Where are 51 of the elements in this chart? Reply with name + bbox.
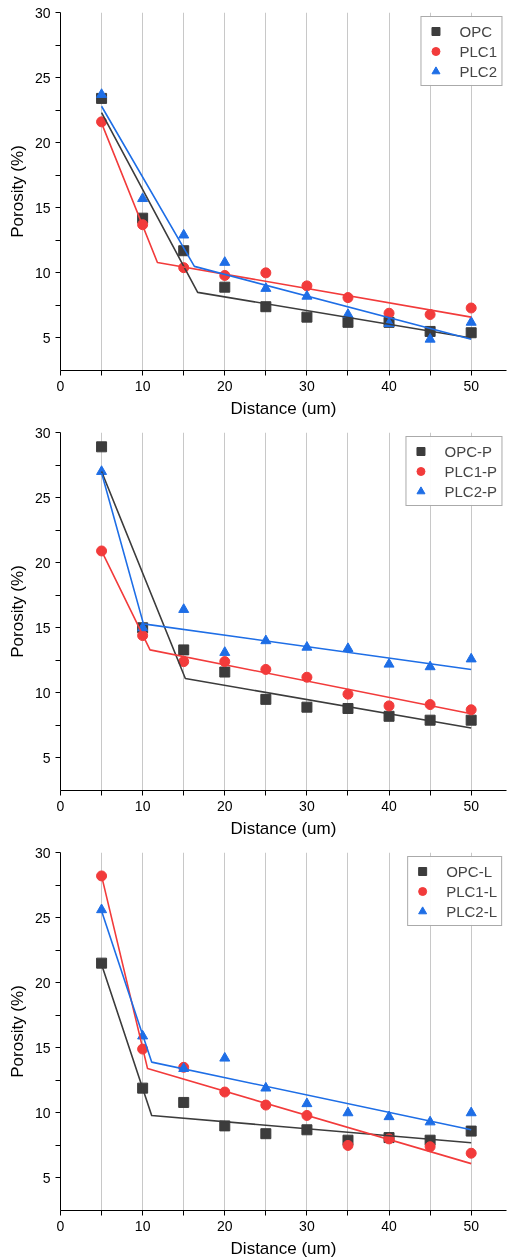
y-tick-label: 15 — [34, 199, 51, 216]
y-tick-label: 25 — [34, 69, 51, 86]
legend-label: PLC2 — [459, 62, 497, 80]
x-tick-label: 0 — [56, 377, 65, 394]
y-tick-label: 20 — [34, 974, 51, 991]
y-tick-label: 25 — [34, 489, 51, 506]
y-tick-label: 5 — [42, 329, 51, 346]
x-tick-label: 0 — [56, 797, 65, 814]
y-tick-label: 20 — [34, 134, 51, 151]
y-tick-label: 20 — [34, 554, 51, 571]
x-tick-label: 20 — [216, 377, 233, 394]
x-tick-label: 40 — [381, 377, 398, 394]
x-tick-label: 30 — [299, 797, 315, 814]
y-tick-label: 30 — [34, 424, 51, 441]
x-tick-label: 50 — [463, 1217, 480, 1234]
y-axis-title: Porosity (%) — [7, 565, 27, 658]
x-tick-label: 30 — [299, 377, 315, 394]
x-tick-label: 0 — [56, 1217, 65, 1234]
y-tick-label: 25 — [34, 909, 51, 926]
x-tick-label: 10 — [134, 797, 151, 814]
y-tick-label: 5 — [42, 1169, 51, 1186]
legend-label: OPC-P — [444, 442, 492, 460]
x-axis-title: Distance (um) — [230, 818, 337, 838]
x-tick-label: 10 — [134, 377, 151, 394]
y-axis-title: Porosity (%) — [7, 145, 27, 238]
x-tick-label: 50 — [463, 377, 480, 394]
x-tick-label: 40 — [381, 1217, 398, 1234]
y-tick-label: 30 — [34, 4, 51, 21]
y-tick-label: 15 — [34, 1039, 51, 1056]
x-tick-label: 10 — [134, 1217, 151, 1234]
x-tick-label: 30 — [299, 1217, 315, 1234]
legend-label: PLC2-L — [446, 902, 497, 920]
y-axis-title: Porosity (%) — [7, 985, 27, 1078]
x-tick-label: 50 — [463, 797, 480, 814]
legend-label: PLC1-L — [446, 882, 497, 900]
y-tick-label: 15 — [34, 619, 51, 636]
y-tick-label: 10 — [34, 684, 51, 701]
x-axis-title: Distance (um) — [230, 1238, 337, 1258]
x-axis-title: Distance (um) — [230, 398, 337, 418]
legend-label: OPC-L — [446, 862, 492, 880]
x-tick-label: 20 — [216, 1217, 233, 1234]
x-tick-label: 20 — [216, 797, 233, 814]
y-tick-label: 30 — [34, 844, 51, 861]
legend-label: PLC1 — [459, 42, 497, 60]
x-tick-label: 40 — [381, 797, 398, 814]
y-tick-label: 5 — [42, 749, 51, 766]
y-tick-label: 10 — [34, 1104, 51, 1121]
legend-label: OPC — [459, 22, 492, 40]
legend-label: PLC2-P — [444, 482, 497, 500]
legend-label: PLC1-P — [444, 462, 497, 480]
y-tick-label: 10 — [34, 264, 51, 281]
